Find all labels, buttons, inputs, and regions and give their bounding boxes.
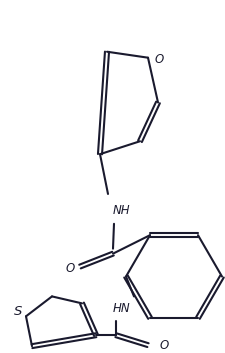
Text: O: O [154,53,164,66]
Text: S: S [14,305,22,318]
Text: HN: HN [113,302,130,315]
Text: O: O [159,339,169,352]
Text: O: O [65,262,74,275]
Text: NH: NH [113,204,130,217]
